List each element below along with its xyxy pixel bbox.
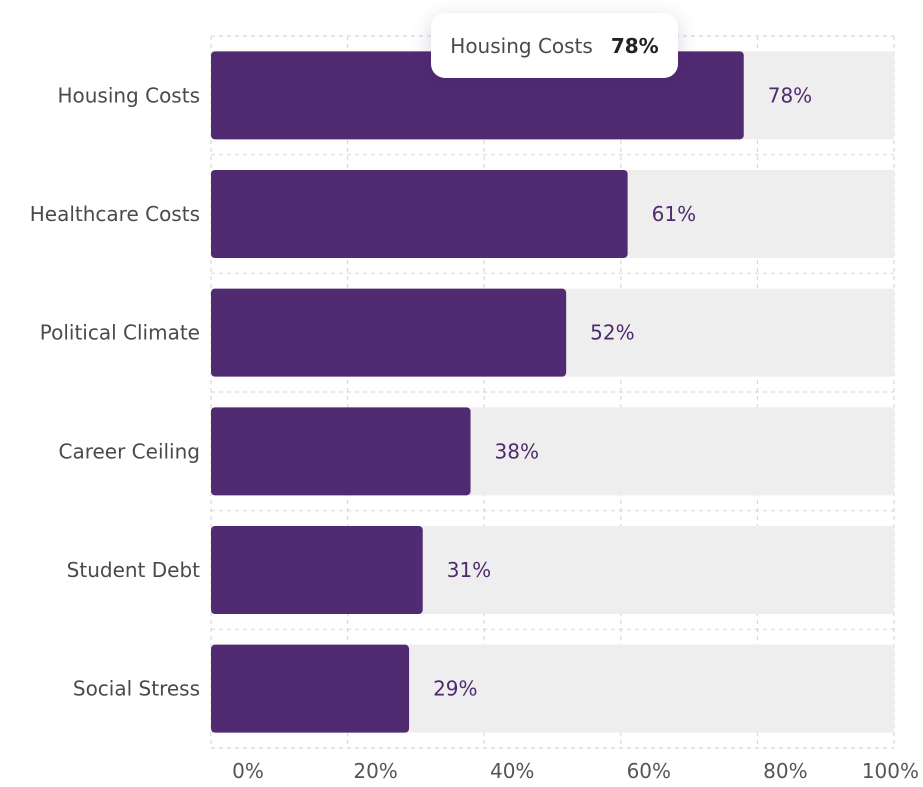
category-labels: Housing Costs Healthcare Costs Political C… — [30, 83, 200, 700]
bar[interactable] — [211, 288, 567, 377]
x-tick-label: 20% — [353, 759, 397, 783]
bar[interactable] — [211, 644, 410, 733]
x-tick-label: 80% — [763, 759, 807, 783]
value-label: 29% — [433, 677, 477, 701]
hover-tooltip: Housing Costs 78% — [431, 13, 678, 78]
category-label: Social Stress — [73, 677, 200, 701]
value-label: 52% — [590, 321, 634, 345]
category-label: Career Ceiling — [58, 439, 200, 463]
value-label: 61% — [652, 202, 696, 226]
bar[interactable] — [211, 170, 628, 258]
bar-tracks — [211, 51, 894, 733]
x-tick-label: 60% — [627, 759, 671, 783]
value-label: 31% — [447, 558, 491, 582]
bar[interactable] — [211, 407, 471, 496]
x-tick-label: 0% — [232, 759, 264, 783]
x-tick-label: 100% — [862, 759, 919, 783]
value-labels: 78% 61% 52% 38% 31% 29% — [433, 83, 812, 700]
tooltip-label: Housing Costs — [450, 33, 593, 58]
value-label: 78% — [768, 83, 812, 107]
category-label: Student Debt — [67, 558, 200, 582]
category-label: Political Climate — [40, 321, 200, 345]
x-tick-label: 40% — [490, 759, 534, 783]
tooltip-value: 78% — [610, 33, 659, 58]
category-label: Healthcare Costs — [30, 202, 200, 226]
category-label: Housing Costs — [57, 83, 200, 107]
value-label: 38% — [495, 439, 539, 463]
grid-lines — [210, 35, 895, 749]
x-axis-ticks: 0% 20% 40% 60% 80% 100% — [232, 759, 919, 783]
bar[interactable] — [211, 526, 423, 614]
